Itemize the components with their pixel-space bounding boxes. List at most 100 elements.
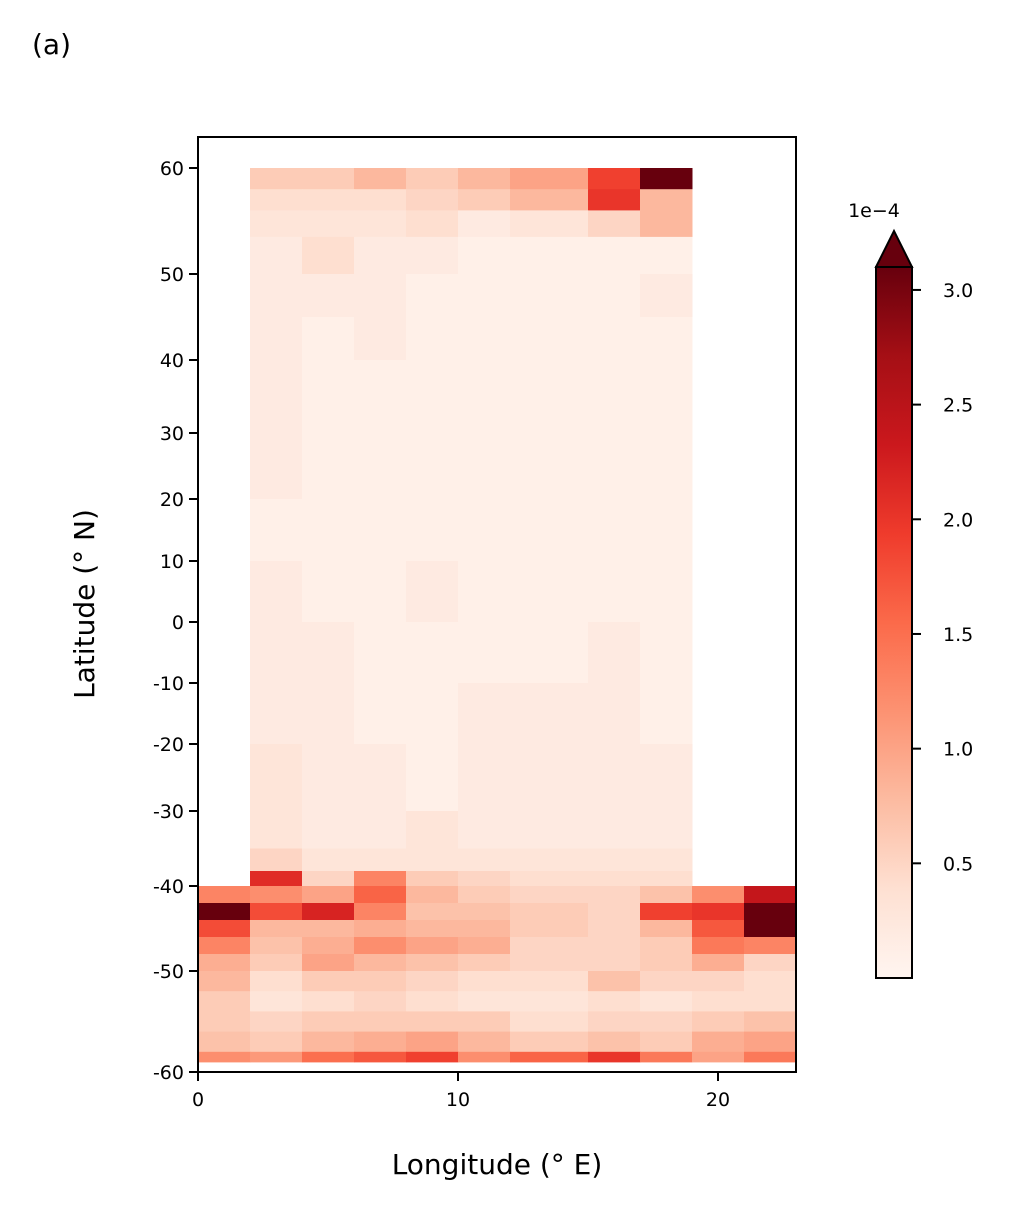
heatmap-cell xyxy=(198,1011,251,1033)
heatmap-cell xyxy=(354,954,407,972)
heatmap-cell xyxy=(640,848,693,872)
plot-frame xyxy=(197,136,797,1073)
heatmap-cell xyxy=(692,1051,745,1063)
heatmap-cell xyxy=(354,991,407,1012)
heatmap-cell xyxy=(510,971,589,992)
heatmap-cell xyxy=(354,871,407,887)
heatmap-cell xyxy=(354,683,407,745)
heatmap-cell xyxy=(510,561,589,623)
heatmap-cell xyxy=(510,937,589,955)
heatmap-cell xyxy=(510,1011,589,1033)
heatmap-cell xyxy=(510,903,589,921)
heatmap-cell xyxy=(354,236,407,275)
heatmap-cell xyxy=(588,848,641,872)
heatmap-cell xyxy=(250,848,303,872)
heatmap-cell xyxy=(250,871,303,887)
heatmap-cell xyxy=(458,937,511,955)
heatmap-cell xyxy=(744,937,797,955)
heatmap-cell xyxy=(354,274,407,318)
heatmap-cell xyxy=(458,189,511,211)
heatmap-cell xyxy=(458,210,511,238)
heatmap-cell xyxy=(354,886,407,904)
heatmap-cell xyxy=(250,210,303,238)
heatmap-cell xyxy=(458,499,511,562)
heatmap-cell xyxy=(406,1031,459,1053)
heatmap-cell xyxy=(588,1051,641,1063)
heatmap-cell xyxy=(640,991,693,1012)
heatmap-cell xyxy=(354,317,407,361)
y-tick-label: 50 xyxy=(160,264,184,286)
heatmap-cell xyxy=(692,954,745,972)
heatmap-cell xyxy=(640,954,693,972)
y-tick-label: 20 xyxy=(160,489,184,511)
heatmap-cell xyxy=(406,744,459,812)
heatmap-cell xyxy=(458,168,511,190)
heatmap-cell xyxy=(510,1051,589,1063)
heatmap-cell xyxy=(510,274,589,318)
heatmap-cell xyxy=(250,499,303,562)
colorbar-ticks: 0.5 1.0 1.5 2.0 2.5 3.0 xyxy=(912,280,973,875)
colorbar: 1e−4 0.5 1.0 1.5 2.0 2.5 3.0 xyxy=(848,200,973,979)
colorbar-tick-label: 1.0 xyxy=(943,739,973,761)
heatmap-cell xyxy=(354,210,407,238)
heatmap-cell xyxy=(198,886,251,904)
heatmap-cell xyxy=(406,871,459,887)
heatmap-cell xyxy=(510,871,589,887)
heatmap-cell xyxy=(458,991,511,1012)
heatmap-cell xyxy=(354,937,407,955)
heatmap-cell xyxy=(250,189,303,211)
heatmap-cell xyxy=(406,903,459,921)
heatmap-cell xyxy=(354,622,407,684)
heatmap-cell xyxy=(406,991,459,1012)
heatmap-cell xyxy=(458,744,511,812)
heatmap-cell xyxy=(588,622,641,684)
heatmap-cell xyxy=(354,360,407,434)
heatmap-cell xyxy=(302,622,355,684)
heatmap-cell xyxy=(640,274,693,318)
heatmap-cell xyxy=(302,360,355,434)
heatmap-cell xyxy=(250,971,303,992)
heatmap-cell xyxy=(198,971,251,992)
heatmap-cell xyxy=(406,848,459,872)
heatmap-cell xyxy=(250,1031,303,1053)
x-axis-label: Longitude (° E) xyxy=(392,1148,603,1181)
heatmap-cell xyxy=(302,886,355,904)
heatmap-cell xyxy=(198,937,251,955)
heatmap-cell xyxy=(458,886,511,904)
y-tick-label: -30 xyxy=(153,801,184,823)
colorbar-tick-label: 0.5 xyxy=(943,853,973,875)
x-tick-label: 20 xyxy=(706,1089,730,1111)
heatmap-cell xyxy=(250,937,303,955)
heatmap-cell xyxy=(250,920,303,938)
heatmap-cell xyxy=(588,954,641,972)
y-tick-label: 0 xyxy=(172,612,184,634)
heatmap-cell xyxy=(692,1031,745,1053)
heatmap-cell xyxy=(458,954,511,972)
heatmap-cell xyxy=(354,920,407,938)
heatmap-cell xyxy=(250,236,303,275)
heatmap-cell xyxy=(588,744,641,812)
heatmap-cell xyxy=(510,499,589,562)
heatmap-cell xyxy=(588,1011,641,1033)
heatmap-cell xyxy=(302,561,355,623)
heatmap-cell xyxy=(198,920,251,938)
heatmap-cell xyxy=(510,622,589,684)
colorbar-extend-arrow xyxy=(874,228,914,268)
colorbar-fill xyxy=(875,266,913,979)
heatmap-cell xyxy=(354,744,407,812)
heatmap-cell xyxy=(302,991,355,1012)
heatmap-cell xyxy=(354,1031,407,1053)
heatmap-cell xyxy=(510,848,589,872)
heatmap-cell xyxy=(744,920,797,938)
heatmap-cell xyxy=(406,210,459,238)
y-tick-label: 40 xyxy=(160,350,184,372)
heatmap-cell xyxy=(406,954,459,972)
heatmap-cell xyxy=(354,1051,407,1063)
heatmap-cell xyxy=(458,433,511,500)
heatmap-cell xyxy=(510,811,589,849)
heatmap-cell xyxy=(302,811,355,849)
heatmap-cell xyxy=(406,683,459,745)
heatmap-cell xyxy=(588,971,641,992)
heatmap-cell xyxy=(692,886,745,904)
